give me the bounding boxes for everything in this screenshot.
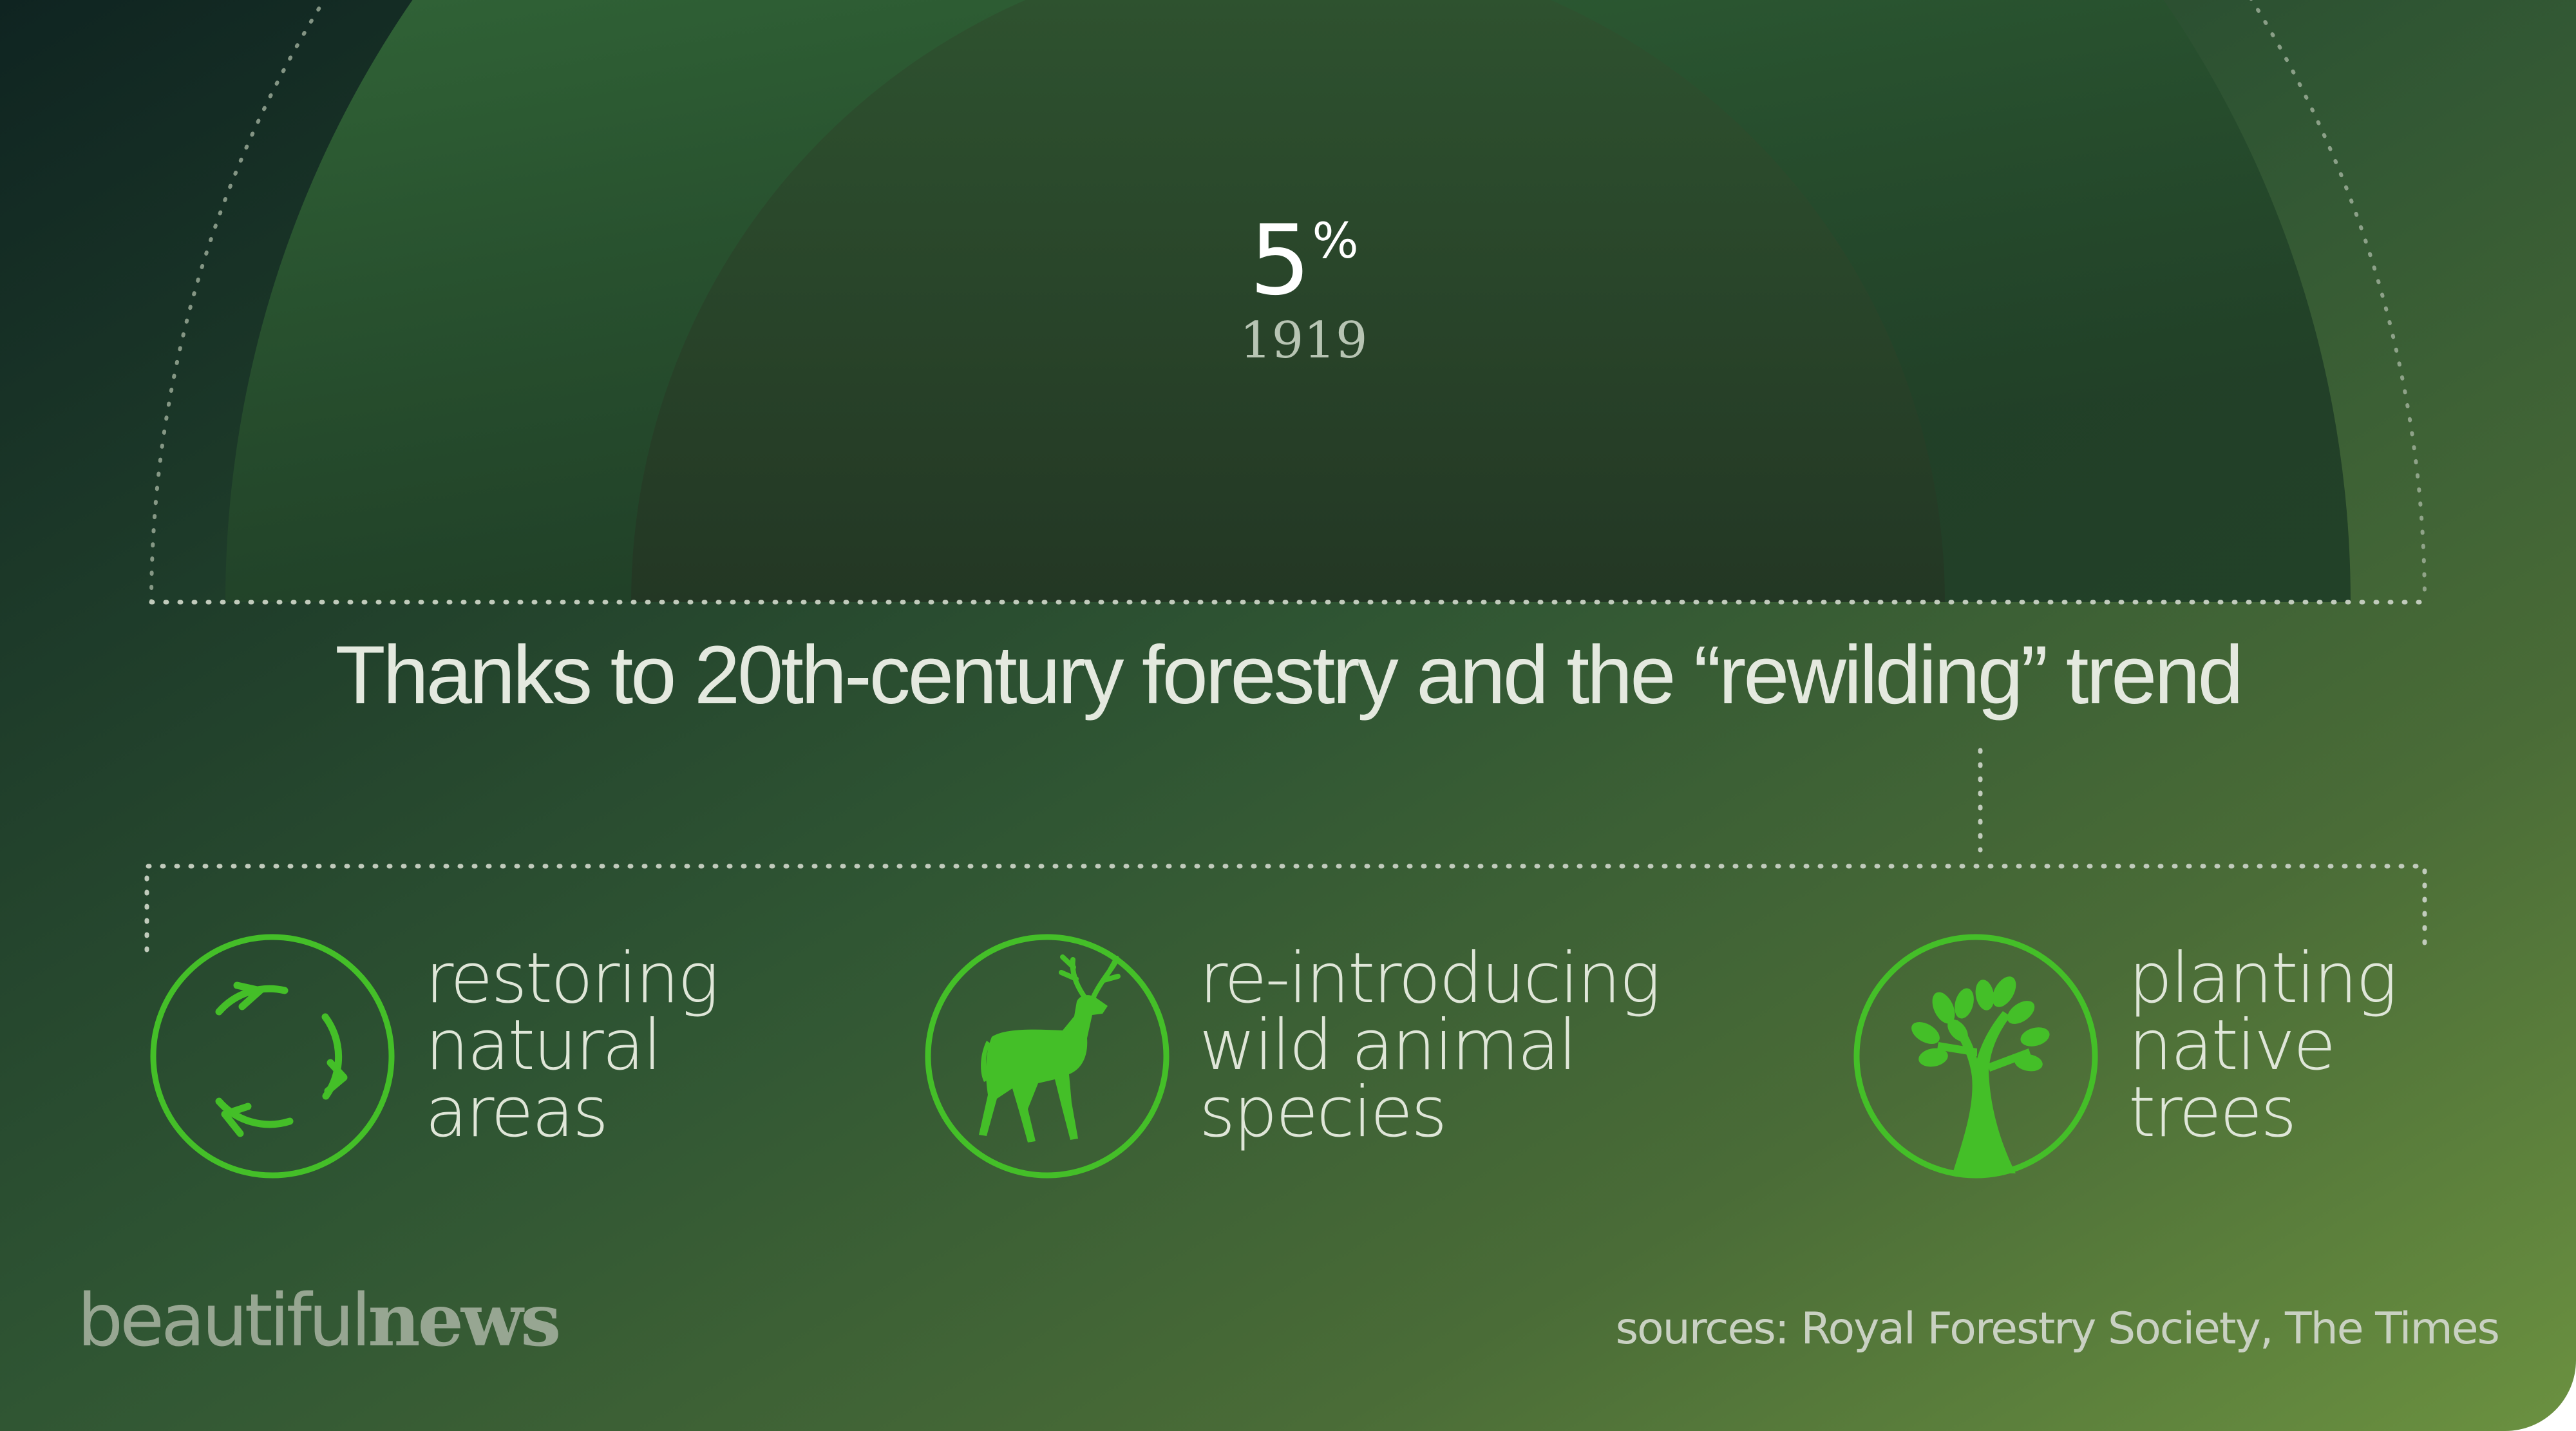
feature-line: species <box>1199 1072 1447 1153</box>
tree-icon <box>1853 934 2098 1179</box>
forest-cover-percentage: 5% <box>1249 213 1359 309</box>
stat-year: 1919 <box>1240 312 1368 370</box>
feature-label-planting: planting native trees <box>2128 938 2398 1153</box>
percentage-value: 5 <box>1249 205 1311 317</box>
feature-line: planting <box>2128 938 2398 1019</box>
dotted-outer-ring <box>149 0 2427 604</box>
headline: Thanks to 20th-century forestry and the … <box>335 629 2243 721</box>
brand-bold: news <box>368 1278 561 1363</box>
feature-line: native <box>2128 1005 2336 1086</box>
dotted-bracket <box>144 864 2427 952</box>
feature-line: trees <box>2128 1072 2297 1153</box>
inner-arc <box>631 0 1945 602</box>
feature-line: restoring <box>425 938 719 1019</box>
feature-line: re-introducing <box>1199 938 1661 1019</box>
feature-line: areas <box>425 1072 609 1153</box>
feature-label-reintroducing: re-introducing wild animal species <box>1199 938 1661 1153</box>
feature-line: natural <box>425 1005 662 1086</box>
sources-credit: sources: Royal Forestry Society, The Tim… <box>1615 1303 2500 1354</box>
brand-light: beautiful <box>77 1279 371 1363</box>
brand-logo: beautifulnews <box>77 1285 561 1358</box>
feature-label-restoring: restoring natural areas <box>425 938 719 1153</box>
feature-line: wild animal <box>1199 1005 1577 1086</box>
recycle-arrows-icon <box>150 934 395 1179</box>
percentage-unit: % <box>1312 212 1359 269</box>
deer-icon <box>925 934 1170 1179</box>
